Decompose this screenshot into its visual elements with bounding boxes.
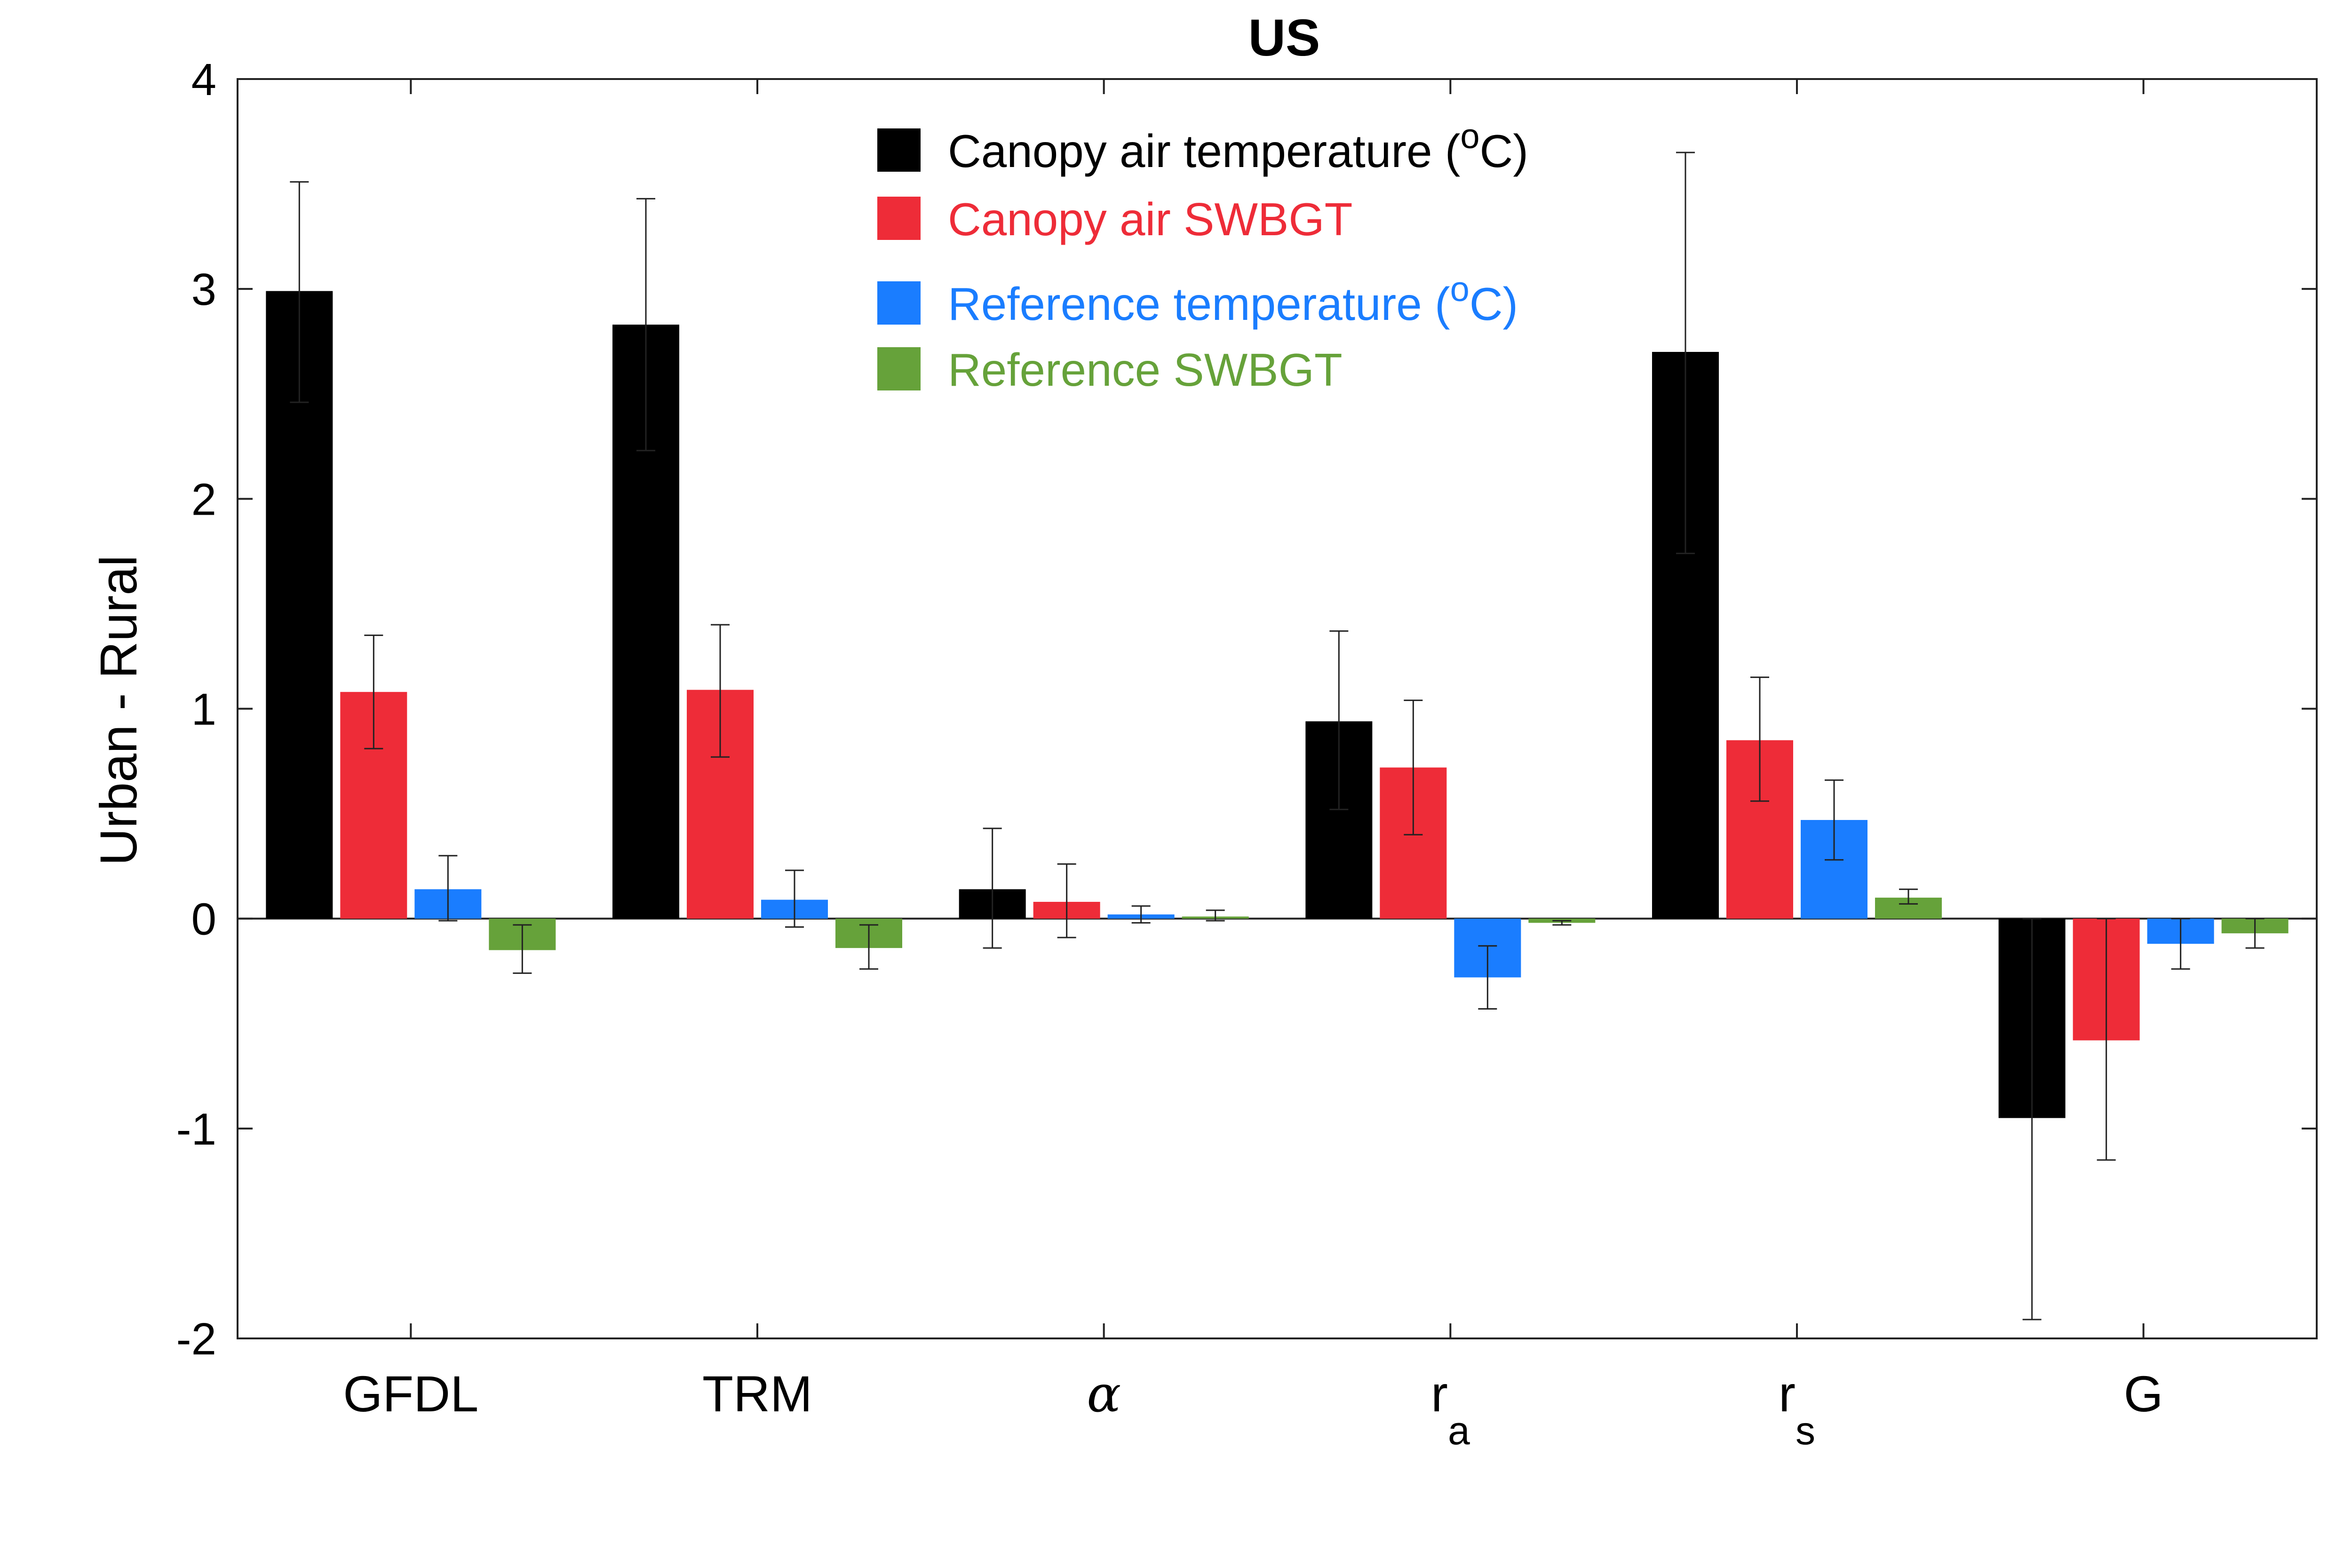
legend-swatch xyxy=(877,128,921,172)
x-tick-label: TRM xyxy=(702,1365,812,1422)
y-tick-label: 3 xyxy=(191,264,216,315)
legend-label: Reference temperature (oC) xyxy=(948,270,1518,330)
chart-title: US xyxy=(1248,9,1320,67)
x-tick-label: α xyxy=(1087,1365,1121,1424)
y-tick-label: 1 xyxy=(191,685,216,735)
legend-label: Canopy air SWBGT xyxy=(948,193,1352,245)
y-tick-label: 4 xyxy=(191,55,216,105)
legend-label: Canopy air temperature (oC) xyxy=(948,117,1528,177)
y-tick-label: -1 xyxy=(176,1104,216,1154)
y-tick-label: 2 xyxy=(191,474,216,525)
legend-swatch xyxy=(877,197,921,240)
y-axis-label: Urban - Rural xyxy=(90,555,148,866)
legend-swatch xyxy=(877,347,921,390)
x-tick-label: G xyxy=(2124,1365,2163,1422)
y-tick-label: -2 xyxy=(176,1314,216,1364)
y-tick-label: 0 xyxy=(191,894,216,945)
x-tick-label: GFDL xyxy=(343,1365,478,1422)
legend-label: Reference SWBGT xyxy=(948,344,1343,396)
legend: Canopy air temperature (oC) Canopy air SW… xyxy=(877,117,1528,396)
legend-swatch xyxy=(877,281,921,325)
